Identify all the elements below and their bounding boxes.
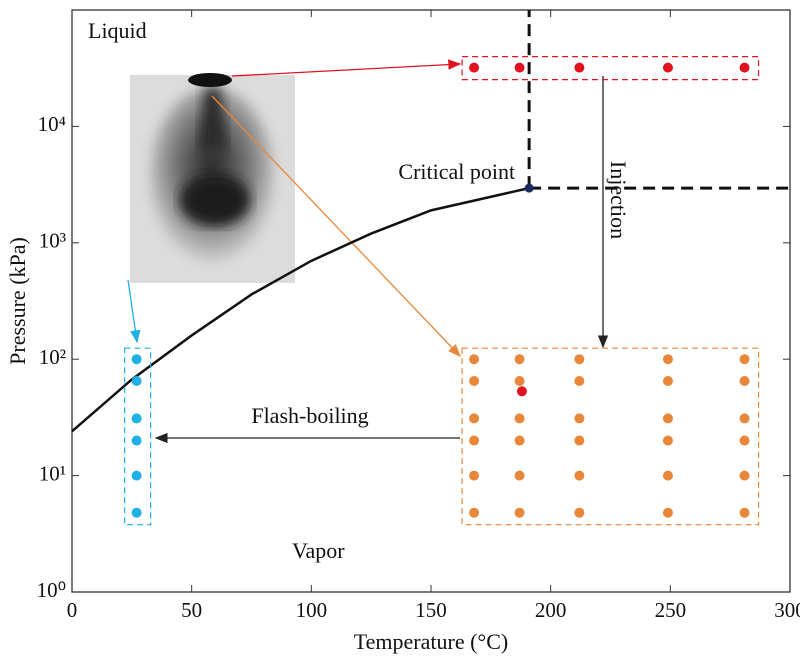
data-point bbox=[131, 507, 142, 518]
data-point bbox=[574, 435, 585, 446]
data-point bbox=[662, 435, 673, 446]
annotation: Injection bbox=[606, 161, 631, 239]
data-point bbox=[516, 386, 527, 397]
data-point bbox=[739, 62, 750, 73]
data-point bbox=[574, 62, 585, 73]
data-point bbox=[739, 470, 750, 481]
y-tick-label: 10³ bbox=[39, 229, 66, 253]
data-point bbox=[469, 354, 480, 365]
y-tick-label: 10² bbox=[39, 345, 66, 369]
critical-point bbox=[524, 183, 534, 193]
data-point bbox=[131, 435, 142, 446]
data-point bbox=[469, 470, 480, 481]
data-point bbox=[131, 470, 142, 481]
data-point bbox=[662, 62, 673, 73]
saturation-curve bbox=[71, 186, 530, 433]
region-label: Liquid bbox=[88, 18, 147, 43]
data-point bbox=[739, 435, 750, 446]
x-tick-label: 250 bbox=[655, 598, 687, 622]
data-point bbox=[514, 375, 525, 386]
data-point bbox=[574, 507, 585, 518]
data-point bbox=[662, 470, 673, 481]
x-tick-label: 100 bbox=[296, 598, 328, 622]
group-box bbox=[461, 347, 760, 526]
data-point bbox=[574, 375, 585, 386]
data-point bbox=[514, 507, 525, 518]
x-tick-label: 0 bbox=[67, 598, 78, 622]
data-point bbox=[131, 354, 142, 365]
data-point bbox=[131, 375, 142, 386]
data-point bbox=[662, 375, 673, 386]
arrow bbox=[211, 95, 461, 357]
x-tick-label: 200 bbox=[535, 598, 567, 622]
group-box bbox=[461, 56, 760, 81]
data-point bbox=[574, 413, 585, 424]
data-point bbox=[469, 507, 480, 518]
data-point bbox=[131, 413, 142, 424]
spray-image bbox=[130, 73, 295, 283]
data-point bbox=[574, 354, 585, 365]
data-point bbox=[514, 435, 525, 446]
data-point bbox=[739, 354, 750, 365]
data-point bbox=[739, 413, 750, 424]
y-axis-label: Pressure (kPa) bbox=[5, 237, 30, 365]
data-point bbox=[469, 375, 480, 386]
y-tick-label: 10⁴ bbox=[38, 112, 66, 136]
data-point bbox=[739, 507, 750, 518]
x-tick-label: 50 bbox=[181, 598, 202, 622]
data-point bbox=[662, 507, 673, 518]
data-point bbox=[514, 470, 525, 481]
data-point bbox=[662, 354, 673, 365]
data-point bbox=[662, 413, 673, 424]
data-point bbox=[574, 470, 585, 481]
data-point bbox=[514, 354, 525, 365]
y-tick-label: 10¹ bbox=[39, 461, 66, 485]
arrow bbox=[127, 279, 141, 344]
x-tick-label: 300 bbox=[774, 598, 800, 622]
data-point bbox=[469, 62, 480, 73]
data-point bbox=[514, 413, 525, 424]
x-axis-label: Temperature (°C) bbox=[354, 629, 508, 654]
arrow bbox=[231, 59, 462, 77]
critical-point-label: Critical point bbox=[398, 159, 515, 184]
data-point bbox=[739, 375, 750, 386]
y-tick-label: 10⁰ bbox=[37, 578, 66, 602]
group-box bbox=[124, 347, 152, 526]
data-point bbox=[469, 413, 480, 424]
region-label: Vapor bbox=[292, 538, 345, 563]
x-tick-label: 150 bbox=[415, 598, 447, 622]
data-point bbox=[469, 435, 480, 446]
annotation: Flash-boiling bbox=[251, 403, 368, 428]
data-point bbox=[514, 62, 525, 73]
